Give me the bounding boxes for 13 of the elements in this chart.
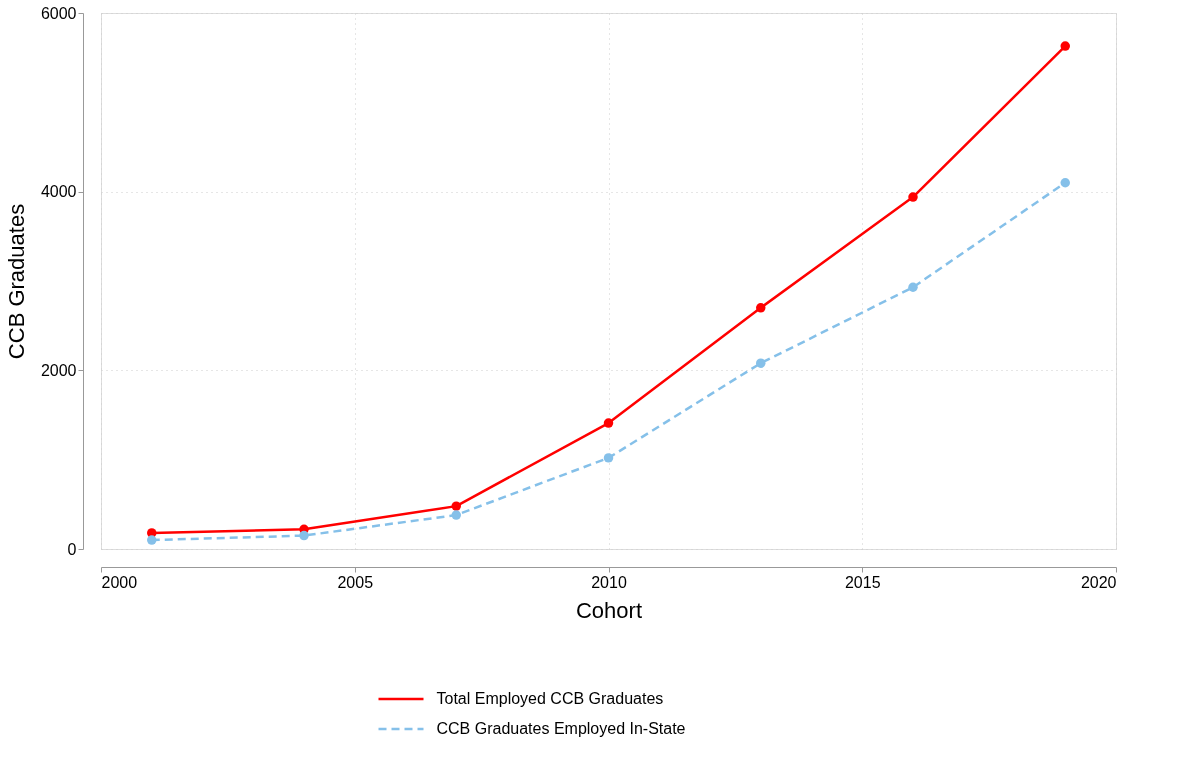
y-tick-label: 0 [67, 540, 77, 558]
x-axis-title: Cohort [575, 597, 643, 623]
y-tick-label: 6000 [40, 4, 77, 22]
x-tick-label: 2000 [101, 573, 138, 591]
legend-label: Total Employed CCB Graduates [436, 690, 664, 707]
y-tick-label: 4000 [40, 183, 77, 201]
x-tick-label: 2005 [337, 573, 374, 591]
x-tick-label: 2015 [844, 573, 881, 591]
legend-label: CCB Graduates Employed In-State [436, 720, 686, 737]
y-tick-label: 2000 [40, 361, 77, 379]
x-tick-label: 2020 [1080, 573, 1117, 591]
y-axis-title: CCB Graduates [3, 203, 29, 360]
x-tick-label: 2010 [591, 573, 627, 591]
